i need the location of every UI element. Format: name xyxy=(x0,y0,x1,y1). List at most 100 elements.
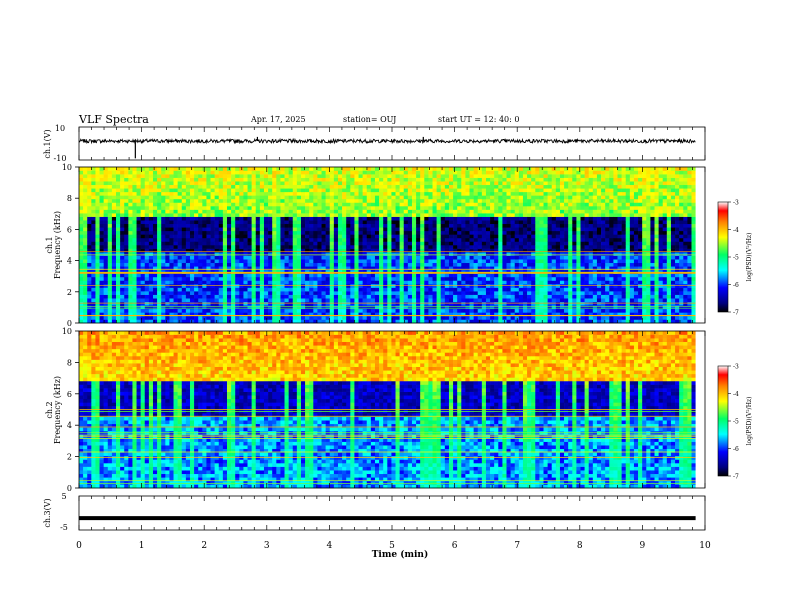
spectrogram-cell xyxy=(436,308,442,313)
spectrogram-cell xyxy=(424,301,429,306)
spectrogram-cell xyxy=(218,259,224,264)
spectrogram-cell xyxy=(194,269,199,274)
spectrogram-cell xyxy=(453,216,458,221)
spectrogram-cell xyxy=(465,206,470,210)
spectrogram-cell xyxy=(342,252,347,256)
spectrogram-cell xyxy=(165,245,170,249)
spectrogram-cell xyxy=(263,216,269,221)
spectrogram-cell xyxy=(531,202,536,207)
spectrogram-cell xyxy=(116,188,121,193)
spectrogram-cell xyxy=(210,241,215,246)
spectrogram-cell xyxy=(527,227,532,232)
spectrogram-cell xyxy=(346,315,351,320)
spectrogram-cell xyxy=(457,223,462,228)
spectrogram-cell xyxy=(391,308,396,313)
spectrogram-cell xyxy=(411,227,417,232)
spectrogram-cell xyxy=(259,195,265,200)
spectrogram-cell xyxy=(465,237,470,242)
spectrogram-cell xyxy=(91,174,96,178)
spectrogram-cell xyxy=(173,181,178,186)
spectrogram-cell xyxy=(226,216,232,221)
spectrogram-cell xyxy=(95,177,100,182)
spectrogram-cell xyxy=(485,167,491,171)
spectrogram-cell xyxy=(247,266,252,271)
spectrogram-cell xyxy=(239,259,244,264)
spectrogram-cell xyxy=(395,262,400,267)
spectrogram-cell xyxy=(358,273,363,278)
spectrogram-cell xyxy=(189,213,195,217)
spectrogram-cell xyxy=(416,252,421,256)
spectrogram-cell xyxy=(181,174,187,178)
spectrogram-cell xyxy=(531,177,536,182)
spectrogram-cell xyxy=(198,248,203,253)
spectrogram-cell xyxy=(333,170,339,175)
spectrogram-cell xyxy=(539,245,544,249)
spectrogram-cell xyxy=(107,198,113,203)
spectrogram-cell xyxy=(333,301,339,306)
spectrogram-cell xyxy=(251,230,257,235)
spectrogram-cell xyxy=(210,294,215,299)
spectrogram-cell xyxy=(226,259,232,264)
spectrogram-cell xyxy=(255,195,261,200)
spectrogram-cell xyxy=(420,191,425,196)
spectrogram-cell xyxy=(527,167,532,171)
spectrogram-cell xyxy=(502,241,507,246)
spectrogram-cell xyxy=(305,227,310,232)
spectrogram-cell xyxy=(379,213,384,217)
spectrogram-cell xyxy=(214,184,220,189)
spectrogram-cell xyxy=(498,206,503,210)
spectrogram-cell xyxy=(280,206,285,210)
spectrogram-cell xyxy=(510,230,516,235)
spectrogram-cell xyxy=(420,298,425,303)
spectrogram-cell xyxy=(255,245,261,249)
spectrogram-cell xyxy=(514,280,520,285)
spectrogram-cell xyxy=(189,301,195,306)
spectrogram-cell xyxy=(91,315,96,320)
spectrogram-cell xyxy=(157,227,162,232)
spectrogram-cell xyxy=(83,248,88,253)
spectrogram-cell xyxy=(387,245,392,249)
spectrogram-cell xyxy=(374,223,380,228)
spectrogram-cell xyxy=(259,294,265,299)
spectrogram-cell xyxy=(374,170,380,175)
spectrogram-cell xyxy=(255,259,261,264)
spectrogram-cell xyxy=(152,301,158,306)
spectrogram-cell xyxy=(342,195,347,200)
spectrogram-cell xyxy=(498,241,503,246)
spectrogram-cell xyxy=(95,280,100,285)
spectrogram-cell xyxy=(420,301,425,306)
spectrogram-cell xyxy=(333,308,339,313)
spectrogram-cell xyxy=(362,227,368,232)
spectrogram-cell xyxy=(518,213,524,217)
spectrogram-cell xyxy=(148,202,154,207)
spectrogram-cell xyxy=(518,227,524,232)
spectrogram-cell xyxy=(185,209,191,214)
spectrogram-cell xyxy=(485,216,491,221)
spectrogram-cell xyxy=(194,206,199,210)
spectrogram-cell xyxy=(120,301,125,306)
spectrogram-cell xyxy=(300,209,306,214)
spectrogram-cell xyxy=(424,167,429,171)
spectrogram-cell xyxy=(79,252,84,256)
spectrogram-cell xyxy=(128,209,133,214)
spectrogram-cell xyxy=(342,234,347,239)
spectrogram-cell xyxy=(346,241,351,246)
spectrogram-cell xyxy=(510,241,516,246)
spectrogram-cell xyxy=(428,230,433,235)
spectrogram-cell xyxy=(428,266,433,271)
spectrogram-cell xyxy=(79,174,84,178)
spectrogram-cell xyxy=(136,248,141,253)
spectrogram-cell xyxy=(383,301,388,306)
spectrogram-cell xyxy=(461,191,466,196)
spectrogram-cell xyxy=(198,312,203,317)
spectrogram-cell xyxy=(247,184,252,189)
spectrogram-cell xyxy=(469,298,474,303)
spectrogram-cell xyxy=(510,276,516,281)
spectrogram-cell xyxy=(124,315,129,320)
spectrogram-cell xyxy=(189,202,195,207)
spectrogram-cell xyxy=(448,262,454,267)
spectrogram-cell xyxy=(218,294,224,299)
spectrogram-cell xyxy=(440,223,446,228)
spectrogram-cell xyxy=(518,216,524,221)
spectrogram-cell xyxy=(120,177,125,182)
